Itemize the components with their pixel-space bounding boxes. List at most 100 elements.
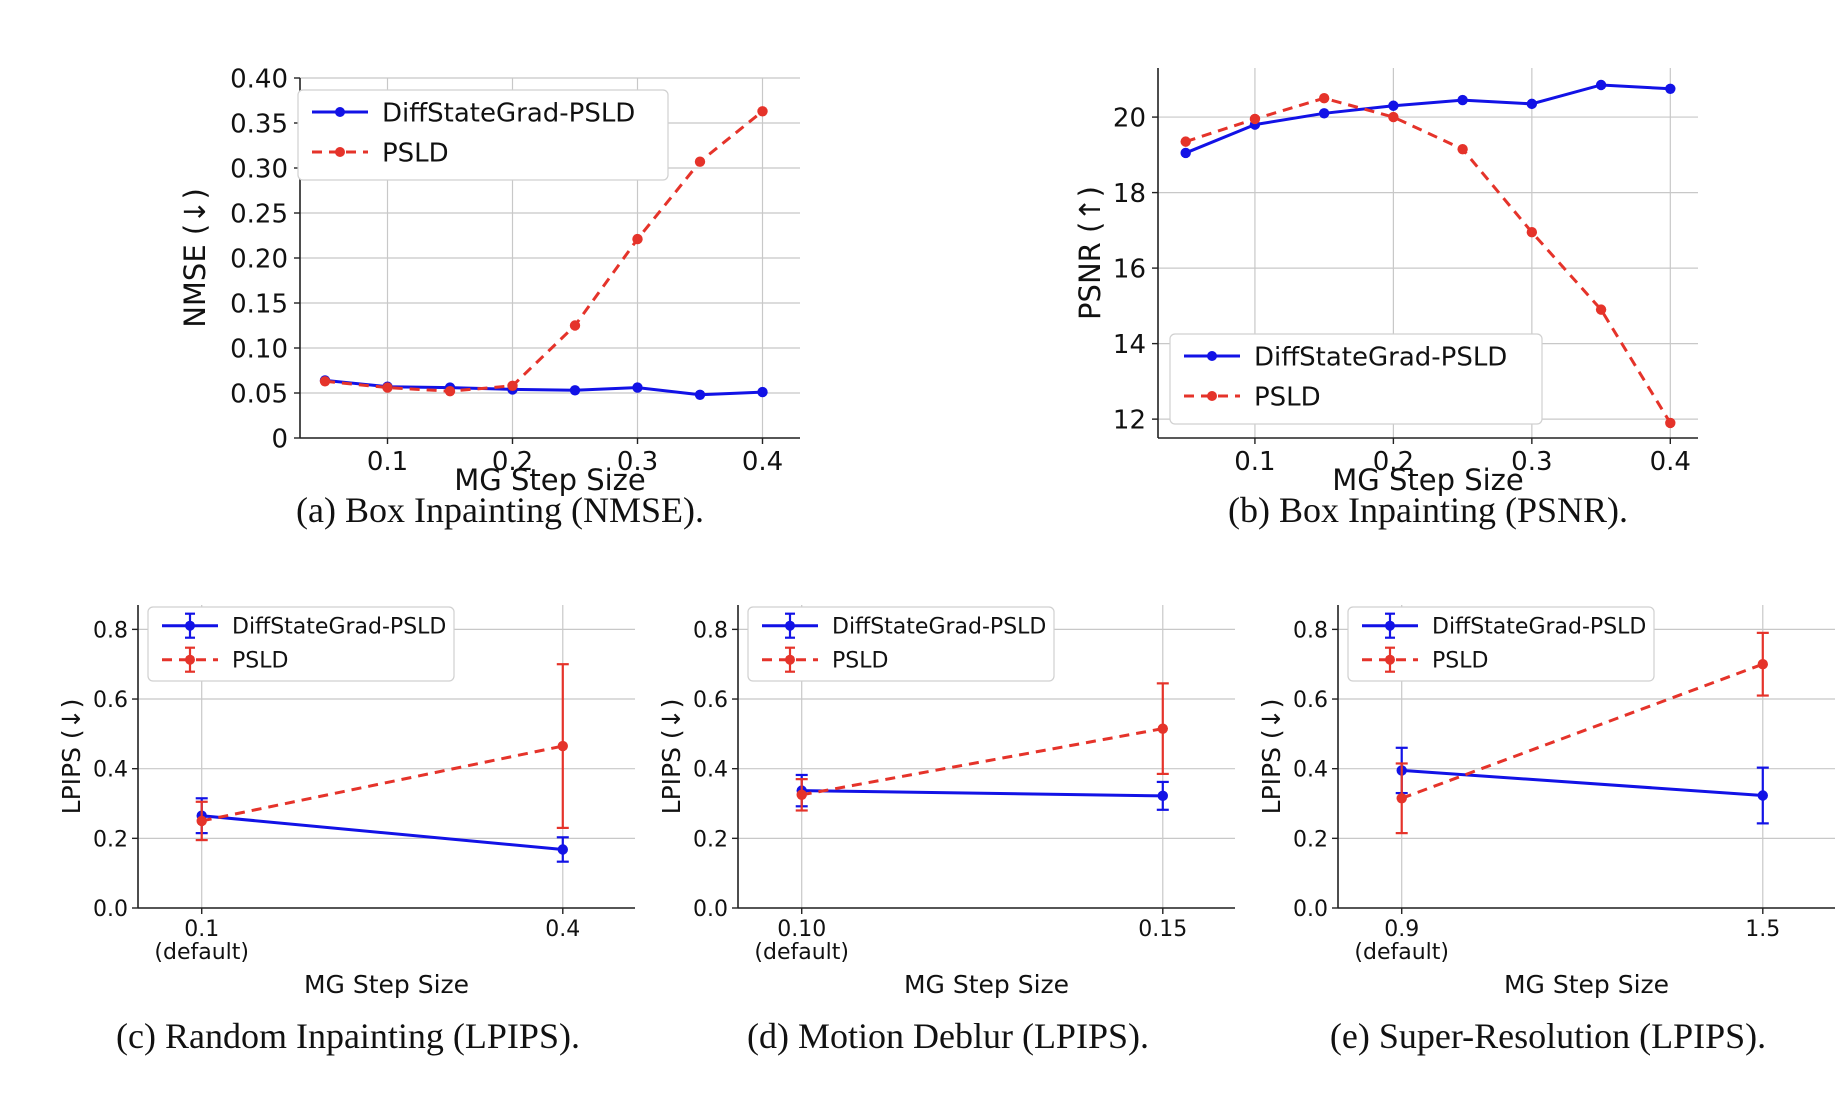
data-point [569,385,581,396]
y-tick-label: 0.8 [1293,618,1328,643]
legend-marker [335,107,345,117]
x-axis-label: MG Step Size [1504,970,1669,999]
y-axis-label: PSNR (↑) [1073,186,1107,320]
y-tick-label: 0.0 [693,897,728,922]
data-point [1157,723,1168,734]
legend-marker [1385,654,1395,665]
data-point [1388,111,1399,123]
legend-label: DiffStateGrad-PSLD [1254,342,1507,372]
series-line-diffstategrad [1401,768,1763,798]
data-point [1318,108,1330,119]
legend-marker [1385,620,1395,631]
y-axis-label: LPIPS (↓) [657,699,686,815]
y-tick-label: 12 [1113,405,1146,435]
y-tick-label: 0.2 [693,827,728,852]
x-tick-label: 0.4 [1650,447,1691,477]
data-point [1526,227,1538,238]
legend-marker [785,620,795,631]
x-tick-label: 0.2 [492,447,533,477]
legend-marker [785,654,795,665]
data-point [1318,93,1330,104]
x-tick-label: 1.5 [1745,917,1780,942]
legend-marker [185,620,195,631]
y-axis-label: LPIPS (↓) [1257,699,1286,815]
data-point [1457,143,1468,155]
legend-box [1347,606,1655,682]
y-tick-label: 0.0 [93,897,128,922]
y-tick-label: 0.25 [230,199,288,229]
series-line-diffstategrad [201,814,563,851]
legend: DiffStateGrad-PSLD PSLD [1169,333,1543,425]
data-point [796,789,807,801]
data-point [694,156,706,167]
y-tick-label: 0.8 [693,618,728,643]
x-axis-label: MG Step Size [904,970,1069,999]
data-point [1388,100,1399,111]
caption: (b) Box Inpainting (PSNR). [1228,490,1628,530]
data-point [1526,98,1538,110]
data-point [1180,136,1191,147]
data-point [632,382,643,393]
data-point [444,386,456,397]
y-axis-label: LPIPS (↓) [57,699,86,815]
data-point [557,844,568,855]
data-point [1396,793,1407,804]
series-line-diffstategrad [1185,83,1671,155]
y-tick-label: 0.6 [93,688,128,713]
y-tick-label: 0.20 [230,244,288,274]
legend-label: PSLD [1432,649,1488,674]
y-tick-label: 0.10 [230,334,288,364]
y-tick-label: 0.8 [93,618,128,643]
legend: DiffStateGrad-PSLD PSLD [747,606,1055,682]
legend-label: PSLD [1254,382,1321,412]
y-tick-label: 0.4 [1293,758,1328,783]
series-line-psld [1185,96,1672,424]
data-point [1180,147,1191,159]
y-tick-label: 0.0 [1293,897,1328,922]
data-point [757,386,768,398]
x-tick-label: 0.1 [367,447,408,477]
series-line-diffstategrad [801,789,1163,798]
data-point [757,106,768,117]
x-axis-label: MG Step Size [304,970,469,999]
y-tick-label: 0.2 [1293,827,1328,852]
x-tick-label: 0.4 [545,917,580,942]
y-tick-label: 0.4 [93,758,128,783]
data-point [1665,417,1676,429]
y-tick-label: 0.35 [230,109,288,139]
series-line-psld [801,727,1164,797]
x-axis-label: MG Step Size [454,463,646,497]
data-point [632,233,643,245]
legend: DiffStateGrad-PSLD PSLD [1347,606,1655,682]
x-axis-label: MG Step Size [1332,463,1524,497]
legend: DiffStateGrad-PSLD PSLD [147,606,455,682]
data-point [569,320,581,331]
legend-label: PSLD [382,138,449,168]
data-point [1595,304,1607,315]
legend-label: DiffStateGrad-PSLD [232,615,446,640]
legend-box [1169,333,1543,425]
x-tick-label: 0.3 [617,447,658,477]
data-point [694,389,706,400]
data-point [1665,83,1676,94]
data-point [1457,94,1468,106]
caption: (c) Random Inpainting (LPIPS). [116,1016,580,1056]
y-tick-label: 0.2 [93,827,128,852]
x-tick-label: 0.9 (default) [1354,917,1449,965]
series-line-psld [324,110,764,393]
series-line-psld [1401,662,1764,800]
data-point [196,815,207,827]
y-tick-label: 16 [1113,254,1146,284]
y-tick-label: 0.05 [230,379,288,409]
legend-marker [185,654,195,665]
series-line-psld [201,744,564,823]
data-point [557,740,568,752]
data-point [507,380,518,391]
legend-box [147,606,455,682]
x-tick-label: 0.15 [1138,917,1187,942]
y-tick-label: 0.15 [230,289,288,319]
legend-marker [1207,351,1217,361]
y-tick-label: 18 [1113,179,1146,209]
data-point [1249,113,1261,125]
